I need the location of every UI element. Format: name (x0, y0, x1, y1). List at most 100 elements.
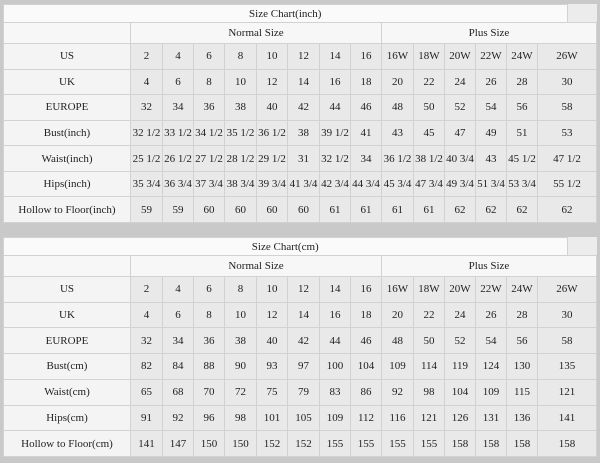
size-cell: 104 (444, 378, 476, 406)
table-row: Waist(cm) 65 68 70 72 75 79 83 86 92 98 104 109 115 12… (3, 378, 597, 406)
group-header-row: Normal Size Plus Size (3, 255, 597, 277)
size-cell: 24W (506, 276, 538, 303)
size-cell: 58 (537, 327, 597, 355)
size-cell: 16W (381, 43, 414, 70)
size-cell: 4 (162, 43, 194, 70)
size-cell: 83 (319, 378, 351, 406)
blank-header-cell (3, 22, 131, 44)
title-row: Size Chart(inch) (3, 4, 597, 23)
size-cell: 88 (193, 353, 225, 380)
size-cell: 155 (381, 430, 414, 457)
size-cell: 28 (506, 301, 538, 329)
size-cell: 101 (256, 404, 288, 432)
size-cell: 48 (381, 327, 414, 355)
size-cell: 20 (381, 68, 414, 96)
size-cell: 158 (506, 430, 538, 457)
size-cell: 20W (444, 276, 476, 303)
size-cell: 152 (287, 430, 320, 457)
size-cell: 12 (256, 301, 288, 329)
size-cell: 141 (130, 430, 163, 457)
size-cell: 44 (319, 327, 351, 355)
size-cell: 38 1/2 (413, 145, 445, 172)
size-cell: 6 (193, 43, 225, 70)
size-cell: 16 (350, 43, 382, 70)
size-cell: 104 (350, 353, 382, 380)
size-cell: 79 (287, 378, 320, 406)
size-cell: 30 (537, 301, 597, 329)
size-cell: 24 (444, 68, 476, 96)
size-cell: 93 (256, 353, 288, 380)
size-cell: 61 (413, 196, 445, 223)
size-cell: 26W (537, 276, 597, 303)
table-row: EUROPE 32 34 36 38 40 42 44 46 48 50 52 54 56 58 (3, 94, 597, 121)
size-cell: 50 (413, 327, 445, 355)
row-label: EUROPE (3, 327, 131, 355)
row-label: Waist(inch) (3, 145, 131, 172)
size-cell: 97 (287, 353, 320, 380)
size-cell: 12 (287, 43, 320, 70)
size-cell: 62 (444, 196, 476, 223)
size-cell: 136 (506, 404, 538, 432)
size-cell: 6 (162, 68, 194, 96)
size-cell: 53 3/4 (506, 170, 538, 198)
size-cell: 16 (319, 301, 351, 329)
size-cell: 28 (506, 68, 538, 96)
size-cell: 22W (475, 276, 507, 303)
size-cell: 121 (537, 378, 597, 406)
size-cell: 34 (162, 327, 194, 355)
size-cell: 36 (193, 94, 225, 121)
size-cell: 36 1/2 (381, 145, 414, 172)
size-cell: 62 (475, 196, 507, 223)
size-cell: 34 (350, 145, 382, 172)
size-cell: 155 (413, 430, 445, 457)
size-cell: 38 3/4 (224, 170, 257, 198)
size-cell: 62 (537, 196, 597, 223)
size-cell: 24 (444, 301, 476, 329)
size-cell: 42 3/4 (319, 170, 351, 198)
size-cell: 8 (224, 276, 257, 303)
size-cell: 72 (224, 378, 257, 406)
size-cell: 39 3/4 (256, 170, 288, 198)
size-cell: 25 1/2 (130, 145, 163, 172)
size-cell: 152 (256, 430, 288, 457)
row-label: US (3, 276, 131, 303)
size-cell: 155 (350, 430, 382, 457)
size-cell: 130 (506, 353, 538, 380)
size-cell: 61 (350, 196, 382, 223)
size-cell: 22W (475, 43, 507, 70)
row-label: EUROPE (3, 94, 131, 121)
size-cell: 96 (193, 404, 225, 432)
size-cell: 114 (413, 353, 445, 380)
size-cell: 40 3/4 (444, 145, 476, 172)
size-cell: 38 (224, 327, 257, 355)
size-cell: 116 (381, 404, 414, 432)
size-cell: 158 (475, 430, 507, 457)
size-cell: 29 1/2 (256, 145, 288, 172)
size-cell: 61 (381, 196, 414, 223)
size-cell: 18 (350, 68, 382, 96)
size-cell: 112 (350, 404, 382, 432)
size-cell: 18W (413, 276, 445, 303)
size-cell: 26W (537, 43, 597, 70)
table-row: Bust(inch) 32 1/2 33 1/2 34 1/2 35 1/2 36 1/2… (3, 119, 597, 147)
size-cell: 60 (287, 196, 320, 223)
size-cell: 42 (287, 327, 320, 355)
size-cell: 2 (130, 276, 163, 303)
plus-size-header: Plus Size (381, 255, 597, 277)
group-header-row: Normal Size Plus Size (3, 22, 597, 44)
size-cell: 49 (475, 119, 507, 147)
size-cell: 45 1/2 (506, 145, 538, 172)
size-cell: 6 (162, 301, 194, 329)
size-cell: 8 (193, 301, 225, 329)
size-cell: 141 (537, 404, 597, 432)
size-cell: 124 (475, 353, 507, 380)
size-cell: 53 (537, 119, 597, 147)
table-row: US 2 4 6 8 10 12 14 16 16W 18W 20W 22W 24W 26W (3, 276, 597, 303)
size-cell: 84 (162, 353, 194, 380)
size-cell: 34 (162, 94, 194, 121)
size-cell: 61 (319, 196, 351, 223)
normal-size-header: Normal Size (130, 255, 382, 277)
size-cell: 28 1/2 (224, 145, 257, 172)
size-cell: 45 3/4 (381, 170, 414, 198)
plus-size-header: Plus Size (381, 22, 597, 44)
